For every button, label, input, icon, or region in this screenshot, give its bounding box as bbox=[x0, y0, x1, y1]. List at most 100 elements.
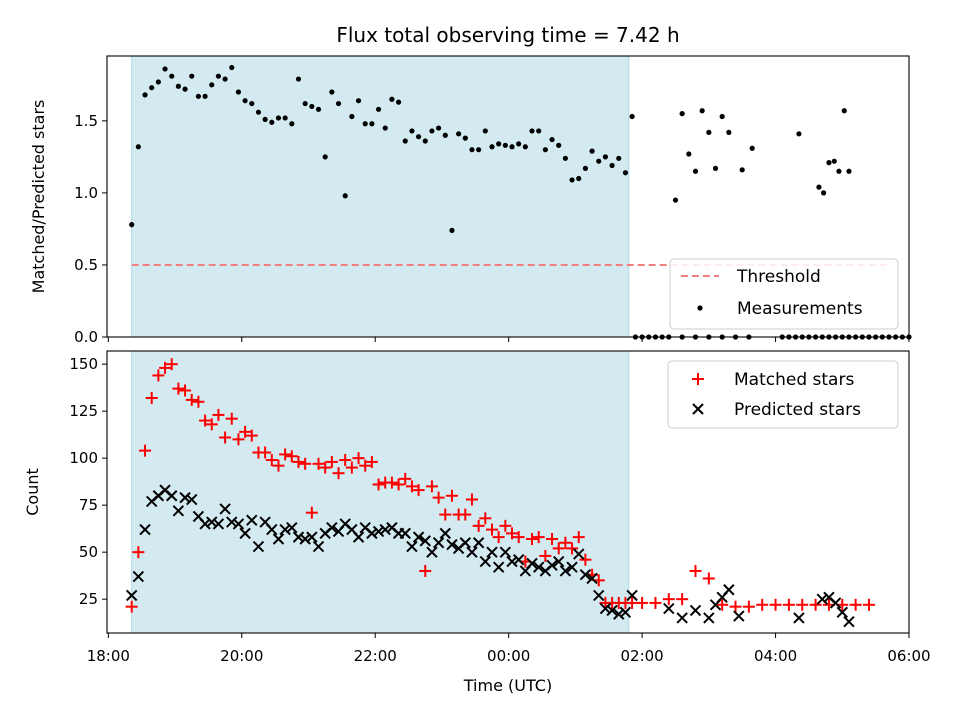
predicted-star-point bbox=[426, 546, 438, 558]
legend-predicted-swatch bbox=[692, 403, 704, 415]
predicted-star-point bbox=[252, 540, 265, 553]
count-legend: Matched stars Predicted stars bbox=[667, 360, 899, 429]
ratio-y-axis-label: Matched/Predicted stars bbox=[29, 100, 48, 294]
predicted-star-point bbox=[306, 531, 318, 543]
predicted-star-point bbox=[586, 572, 598, 585]
matched-star-point bbox=[245, 429, 258, 442]
x-tick-label: 06:00 bbox=[887, 647, 930, 665]
matched-star-point bbox=[239, 425, 252, 438]
matched-star-point bbox=[539, 549, 552, 562]
y-tick-label: 0.5 bbox=[74, 256, 98, 274]
predicted-star-point bbox=[593, 589, 605, 602]
matched-star-point bbox=[769, 598, 782, 611]
matched-star-point bbox=[729, 600, 742, 613]
matched-star-point bbox=[212, 408, 225, 421]
matched-star-point bbox=[345, 461, 358, 474]
measurement-point bbox=[322, 154, 328, 160]
measurement-point bbox=[195, 93, 202, 99]
observing-window-span bbox=[131, 56, 629, 337]
matched-star-point bbox=[465, 493, 478, 506]
predicted-star-point bbox=[472, 537, 485, 549]
matched-star-point bbox=[559, 536, 572, 549]
matched-star-point bbox=[265, 454, 278, 467]
predicted-star-point bbox=[599, 602, 612, 615]
matched-star-point bbox=[259, 446, 272, 459]
matched-star-point bbox=[332, 467, 345, 480]
matched-star-point bbox=[365, 455, 378, 468]
matched-star-point bbox=[319, 461, 332, 474]
measurement-point bbox=[719, 113, 725, 120]
predicted-star-point bbox=[179, 491, 191, 504]
matched-star-point bbox=[492, 531, 505, 544]
matched-star-point bbox=[716, 598, 729, 611]
predicted-star-point bbox=[219, 503, 231, 515]
legend-predicted-label: Predicted stars bbox=[734, 400, 861, 420]
predicted-star-point bbox=[466, 546, 478, 558]
measurement-point bbox=[389, 96, 395, 102]
measurement-point bbox=[162, 66, 168, 72]
matched-star-point bbox=[305, 506, 318, 519]
matched-star-point bbox=[649, 596, 662, 609]
measurement-point bbox=[516, 141, 522, 147]
predicted-star-point bbox=[279, 523, 291, 536]
matched-star-point bbox=[185, 393, 198, 406]
measurement-point bbox=[846, 168, 852, 174]
matched-star-point bbox=[139, 444, 152, 457]
measurement-point bbox=[726, 129, 732, 135]
matched-star-points bbox=[125, 358, 875, 613]
predicted-star-point bbox=[206, 516, 218, 528]
matched-star-point bbox=[479, 512, 492, 525]
measurement-point bbox=[415, 134, 422, 140]
predicted-star-point bbox=[676, 612, 688, 624]
predicted-star-point bbox=[459, 537, 472, 549]
measurement-point bbox=[329, 89, 335, 95]
measurement-point bbox=[836, 168, 842, 174]
predicted-star-point bbox=[606, 604, 618, 617]
measurement-point bbox=[229, 64, 235, 71]
measurement-point bbox=[255, 109, 262, 115]
predicted-star-point bbox=[186, 493, 198, 506]
predicted-star-point bbox=[199, 518, 211, 530]
measurement-point bbox=[222, 76, 228, 82]
matched-star-point bbox=[546, 533, 559, 545]
measurement-point bbox=[542, 147, 548, 153]
ratio-x-ticks bbox=[107, 337, 910, 342]
matched-star-point bbox=[405, 480, 418, 493]
measurement-point bbox=[362, 121, 368, 127]
y-tick-label: 0.0 bbox=[74, 328, 98, 346]
ratio-panel-frame bbox=[106, 55, 910, 338]
x-tick-label: 22:00 bbox=[354, 647, 397, 665]
predicted-star-point bbox=[286, 522, 298, 534]
predicted-star-point bbox=[723, 584, 735, 596]
predicted-star-point bbox=[412, 531, 425, 543]
measurement-point bbox=[826, 160, 832, 166]
predicted-star-point bbox=[532, 561, 545, 573]
legend-matched-swatch bbox=[692, 373, 704, 385]
measurement-point bbox=[749, 145, 755, 151]
measurement-point bbox=[275, 115, 282, 121]
x-axis-label: Time (UTC) bbox=[463, 676, 552, 695]
matched-star-point bbox=[372, 478, 385, 491]
measurement-point bbox=[182, 86, 188, 92]
matched-star-point bbox=[145, 392, 158, 404]
measurement-point bbox=[335, 100, 342, 107]
matched-star-point bbox=[472, 519, 485, 532]
measurement-point bbox=[469, 147, 475, 153]
measurement-point bbox=[831, 158, 837, 164]
matched-star-point bbox=[676, 593, 689, 606]
predicted-star-point bbox=[125, 589, 138, 602]
predicted-star-point bbox=[526, 557, 538, 570]
measurement-point bbox=[209, 82, 215, 88]
measurement-point bbox=[349, 113, 355, 120]
predicted-star-point bbox=[439, 527, 451, 540]
predicted-star-point bbox=[399, 527, 411, 540]
predicted-star-point bbox=[499, 546, 512, 558]
measurement-point bbox=[706, 129, 712, 135]
matched-star-point bbox=[662, 593, 675, 606]
matched-star-point bbox=[756, 598, 769, 611]
predicted-star-point bbox=[566, 561, 578, 573]
predicted-star-point bbox=[613, 608, 625, 620]
matched-star-point bbox=[689, 564, 702, 577]
predicted-star-point bbox=[132, 570, 145, 583]
measurement-point bbox=[841, 108, 847, 114]
